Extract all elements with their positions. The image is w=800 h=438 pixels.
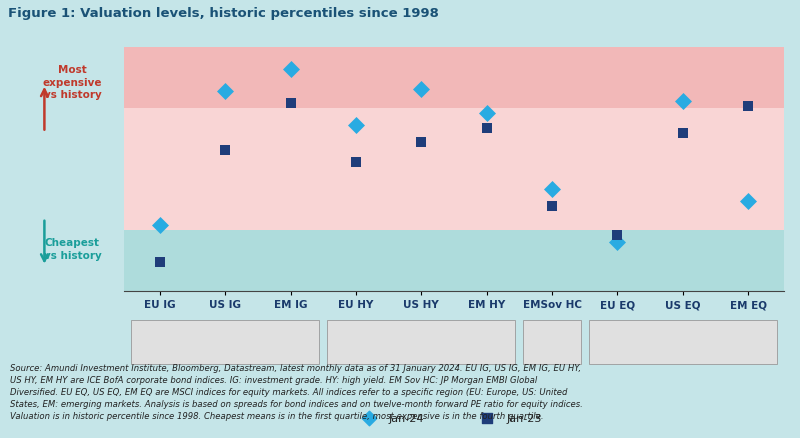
Text: Credit High Yield: Credit High Yield [381,337,462,347]
Point [611,232,624,239]
Point [350,123,362,130]
Point [219,88,232,95]
Point [676,98,689,105]
Point [415,86,428,93]
Point [415,139,428,146]
Text: Cheapest
vs history: Cheapest vs history [44,238,102,260]
Point [362,289,375,296]
Bar [124,48,784,109]
Point [154,222,166,229]
Point [480,289,493,296]
Text: Jan-24: Jan-24 [389,413,424,423]
Text: Credit Investment Grade: Credit Investment Grade [165,337,286,347]
Point [219,147,232,154]
Point [676,130,689,137]
Text: Most
expensive
vs history: Most expensive vs history [42,65,102,100]
FancyBboxPatch shape [131,321,319,364]
Text: Equity: Equity [667,337,698,347]
Point [480,125,493,132]
Point [742,198,754,205]
Point [350,159,362,166]
Text: Figure 1: Valuation levels, historic percentiles since 1998: Figure 1: Valuation levels, historic per… [8,7,439,20]
Text: Source: Amundi Investment Institute, Bloomberg, Datastream, latest monthly data : Source: Amundi Investment Institute, Blo… [10,364,582,420]
Point [480,110,493,117]
Text: Jan-23: Jan-23 [506,413,542,423]
Point [284,67,297,74]
Point [611,239,624,246]
Text: EM Sov: EM Sov [534,337,570,347]
Bar [124,230,784,291]
Point [546,186,558,193]
Point [284,101,297,108]
Bar [124,109,784,230]
FancyBboxPatch shape [327,321,515,364]
Point [546,203,558,210]
FancyBboxPatch shape [589,321,777,364]
FancyBboxPatch shape [523,321,581,364]
Point [742,103,754,110]
Point [154,258,166,265]
